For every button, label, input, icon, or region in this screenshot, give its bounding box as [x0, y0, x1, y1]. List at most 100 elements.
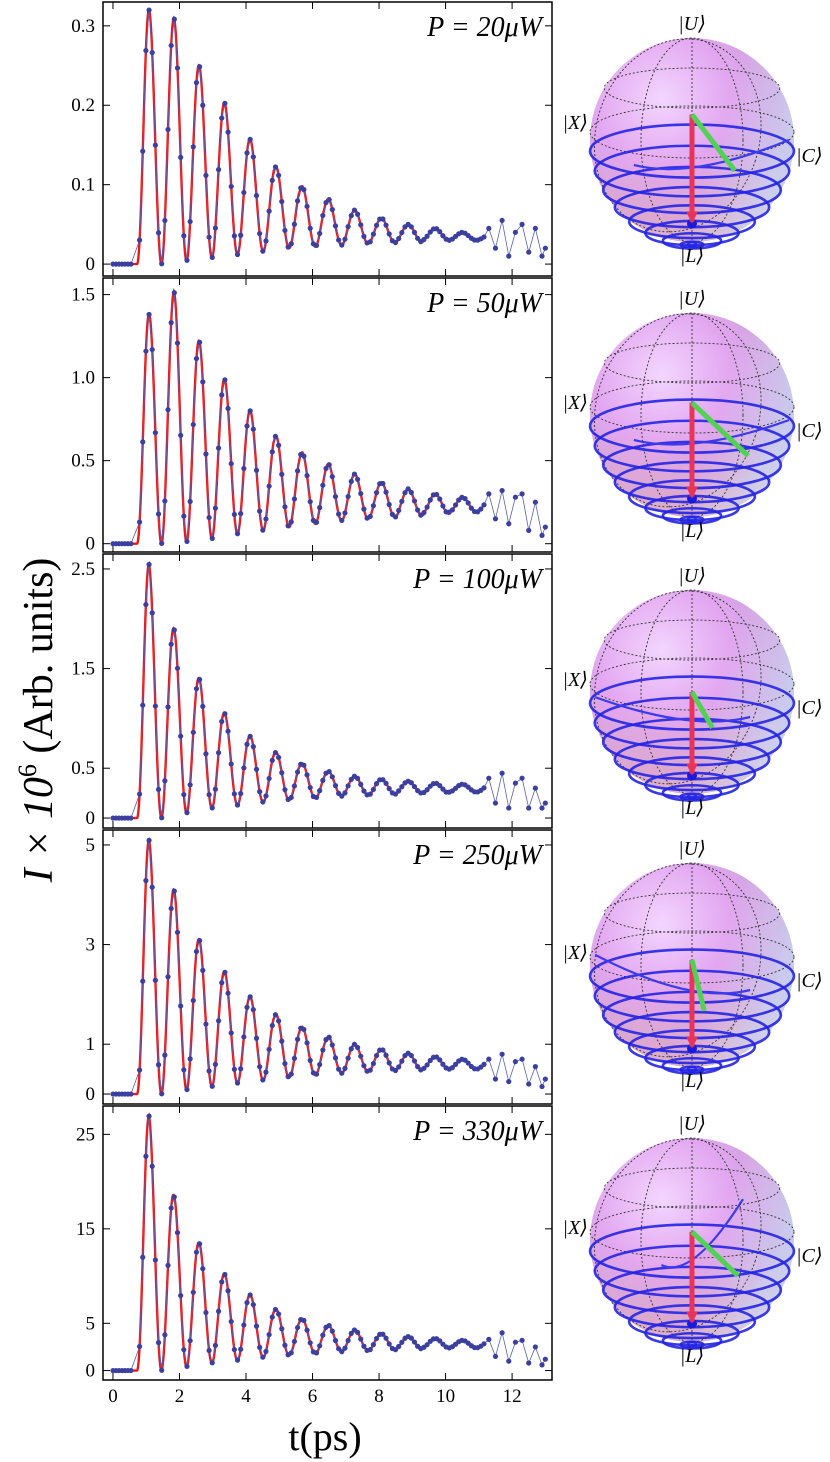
data-point: [146, 7, 152, 13]
data-point: [355, 775, 361, 782]
data-point: [128, 541, 134, 547]
data-point: [159, 1091, 165, 1097]
data-point: [276, 754, 282, 761]
data-point: [519, 1056, 525, 1062]
trajectory-arc: [660, 1198, 744, 1269]
data-point: [266, 1046, 272, 1052]
data-point: [266, 208, 272, 214]
data-point: [143, 348, 149, 354]
data-point: [212, 1342, 219, 1348]
data-point: [492, 1353, 499, 1359]
data-point: [304, 203, 310, 209]
data-point: [178, 1292, 184, 1299]
data-point: [478, 506, 484, 512]
data-point: [234, 802, 241, 808]
trajectory-ring: [686, 240, 698, 248]
data-point: [260, 248, 266, 254]
data-point: [200, 379, 206, 385]
data-point: [193, 686, 200, 692]
panel-power-label: P = 20μW: [426, 12, 545, 43]
data-point: [512, 494, 519, 500]
data-point: [519, 1337, 525, 1343]
data-point: [345, 224, 351, 230]
data-point: [159, 1367, 165, 1373]
data-point: [250, 426, 256, 432]
data-point: [234, 531, 241, 537]
red-arrowhead: [686, 1036, 698, 1049]
data-point: [269, 449, 275, 455]
data-point: [437, 1338, 443, 1344]
data-point: [282, 1061, 288, 1067]
data-point: [329, 1328, 335, 1334]
data-point: [269, 1314, 275, 1320]
data-point: [332, 493, 339, 500]
y-tick-label: 0.1: [71, 175, 95, 196]
data-point: [373, 222, 380, 228]
data-point: [361, 233, 367, 239]
data-point: [228, 183, 234, 190]
ket-L-label: |L⟩: [680, 797, 704, 819]
ket-C-label: |C⟩: [796, 420, 823, 442]
data-point: [348, 1330, 354, 1336]
data-point: [345, 1055, 351, 1061]
data-point: [468, 505, 474, 511]
data-point: [234, 1080, 241, 1086]
data-point: [187, 1338, 193, 1344]
data-point: [332, 1337, 339, 1344]
data-point: [149, 1163, 155, 1169]
data-point: [209, 1083, 215, 1089]
data-point: [215, 445, 222, 451]
data-point: [178, 1003, 184, 1009]
data-point: [355, 476, 361, 482]
data-point: [367, 791, 373, 797]
data-point: [526, 249, 532, 255]
red-arrowhead: [686, 763, 698, 776]
data-point: [250, 1302, 256, 1308]
data-point: [512, 1059, 519, 1065]
data-point: [481, 234, 487, 240]
data-point: [386, 231, 392, 237]
data-point: [288, 1071, 294, 1077]
data-point: [462, 496, 468, 502]
x-tick-label: 8: [374, 1386, 384, 1407]
data-point: [231, 511, 237, 518]
ket-L-label: |L⟩: [680, 1345, 704, 1367]
data-point: [437, 229, 443, 235]
data-point: [272, 1012, 279, 1018]
plot-frame: [102, 553, 553, 829]
data-point: [219, 115, 225, 121]
data-point: [355, 211, 361, 217]
data-point: [184, 1363, 190, 1369]
data-point: [244, 150, 250, 156]
data-point: [355, 1329, 361, 1335]
data-point: [348, 213, 354, 219]
data-point: [291, 496, 298, 502]
data-point: [392, 1347, 399, 1353]
data-point: [542, 1076, 548, 1082]
data-point: [184, 538, 190, 545]
data-point: [231, 1066, 237, 1072]
data-point: [146, 561, 152, 568]
data-point: [266, 1332, 272, 1338]
data-point: [276, 1311, 282, 1317]
data-point: [367, 1067, 373, 1073]
panel-power-label: P = 100μW: [412, 564, 545, 595]
data-point: [506, 521, 512, 527]
data-point: [257, 789, 263, 795]
data-point: [392, 239, 399, 246]
data-point: [542, 1356, 548, 1362]
data-point: [342, 1345, 348, 1351]
data-point: [361, 788, 367, 794]
data-point: [396, 1064, 402, 1070]
chart-panel-2: 0 0.5 1.0 1.5 P = 50μW: [71, 277, 553, 555]
data-point: [209, 535, 215, 541]
data-point: [440, 233, 446, 239]
data-point: [285, 523, 291, 529]
data-point: [260, 527, 266, 533]
data-point: [168, 1205, 174, 1211]
data-point: [159, 815, 165, 821]
panel-power-label: P = 330μW: [412, 1116, 545, 1147]
ket-U-label: |U⟩: [678, 1113, 706, 1135]
data-point: [399, 229, 405, 236]
data-point: [222, 1271, 228, 1278]
